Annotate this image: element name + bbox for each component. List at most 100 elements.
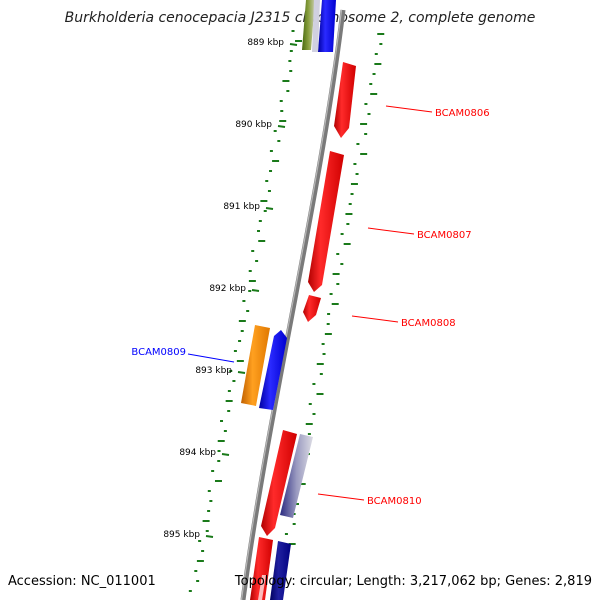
- gc-dot: [280, 110, 284, 112]
- gc-dot: [312, 383, 316, 385]
- gc-dot: [207, 490, 211, 492]
- gc-dot: [367, 113, 371, 115]
- gene-label-bcam0806[interactable]: BCAM0806: [435, 108, 490, 119]
- gc-dot: [217, 450, 221, 452]
- gc-dot: [263, 210, 267, 212]
- scale-tick-label: 890 kbp: [235, 120, 272, 130]
- gene-feature-orange[interactable]: [241, 325, 270, 406]
- gene-label-leader: [385, 105, 433, 113]
- gc-dot: [340, 233, 344, 235]
- scale-tick-label: 894 kbp: [179, 448, 216, 458]
- scale-tick-label: 891 kbp: [223, 202, 260, 212]
- gene-labels: BCAM0806 BCAM0807 BCAM0808 BCAM0809 BCAM0810: [131, 105, 490, 507]
- gc-dot: [267, 190, 271, 192]
- gc-dot: [279, 120, 287, 122]
- gc-dot: [258, 220, 262, 222]
- gene-bcam0810[interactable]: [280, 434, 313, 518]
- gc-dot: [295, 40, 303, 42]
- gc-dot: [356, 143, 360, 145]
- gene-feature-blue-top[interactable]: [318, 0, 336, 52]
- gc-dot: [308, 403, 312, 405]
- gene-bcam0806[interactable]: [334, 62, 356, 138]
- gc-dot: [340, 263, 344, 265]
- gene-feature-olive[interactable]: [302, 0, 315, 50]
- gc-dot: [329, 293, 333, 295]
- gc-dot: [350, 183, 358, 185]
- gc-content-track-inner: [188, 30, 303, 592]
- gene-bcam0809[interactable]: [259, 330, 287, 410]
- gc-dot: [291, 30, 295, 32]
- gc-dot: [223, 430, 227, 432]
- gc-dot: [194, 570, 198, 572]
- gc-dot: [348, 203, 352, 205]
- gc-dot: [196, 580, 200, 582]
- gc-dot: [322, 353, 326, 355]
- scale-tick-mark: [251, 289, 260, 292]
- gc-dot: [217, 440, 225, 442]
- gc-dot: [336, 253, 340, 255]
- gc-dot: [305, 423, 313, 425]
- scale-tick-label: 893 kbp: [195, 366, 232, 376]
- gc-dot: [331, 303, 339, 305]
- gc-dot: [198, 540, 202, 542]
- gc-dot: [265, 180, 269, 182]
- gc-dot: [292, 523, 296, 525]
- gene-label-bcam0807[interactable]: BCAM0807: [417, 230, 472, 241]
- gene-label-bcam0809[interactable]: BCAM0809: [131, 347, 186, 358]
- scale-ticks: 889 kbp 890 kbp 891 kbp 892 kbp 893 kbp 894 k…: [163, 38, 298, 540]
- gc-dot: [327, 313, 331, 315]
- gc-dot: [246, 310, 250, 312]
- map-title: Burkholderia cenocepacia J2315 chromosom…: [64, 10, 536, 26]
- gc-dot: [377, 33, 385, 35]
- gc-dot: [269, 150, 273, 152]
- gc-dot: [316, 363, 324, 365]
- gc-dot: [188, 590, 192, 592]
- scale-tick-mark: [265, 207, 274, 210]
- gc-dot: [242, 300, 246, 302]
- gc-dot: [374, 63, 382, 65]
- scale-tick-label: 889 kbp: [247, 38, 284, 48]
- gc-dot: [379, 43, 383, 45]
- gc-dot: [240, 330, 244, 332]
- gene-label-bcam0808[interactable]: BCAM0808: [401, 318, 456, 329]
- gc-dot: [248, 270, 252, 272]
- gc-dot: [236, 360, 244, 362]
- gene-feature-red-bottom[interactable]: [250, 537, 273, 600]
- gc-dot: [286, 90, 290, 92]
- gc-dot: [364, 133, 368, 135]
- gc-dot: [353, 163, 357, 165]
- gene-bcam0807[interactable]: [308, 151, 344, 292]
- gene-feature-navy-bottom[interactable]: [270, 541, 291, 600]
- gc-dot: [364, 103, 368, 105]
- gc-dot: [336, 283, 340, 285]
- gene-gap-highlight: [258, 575, 266, 600]
- gene-label-bcam0810[interactable]: BCAM0810: [367, 496, 422, 507]
- scale-tick-mark: [237, 371, 246, 374]
- gene-feature-red-lower[interactable]: [261, 430, 297, 536]
- gc-dot: [321, 343, 325, 345]
- gc-dot: [227, 390, 231, 392]
- scale-tick-label: 895 kbp: [163, 530, 200, 540]
- gene-label-leader: [367, 227, 415, 235]
- scale-tick-mark: [205, 535, 214, 538]
- gc-dot: [369, 83, 373, 85]
- gene-bcam0808[interactable]: [303, 295, 321, 322]
- gc-dot: [360, 123, 368, 125]
- scale-tick-mark: [289, 43, 298, 46]
- gc-dot: [345, 213, 353, 215]
- scale-tick-label: 892 kbp: [209, 284, 246, 294]
- gc-dot: [248, 290, 252, 292]
- gc-dot: [207, 510, 211, 512]
- gc-dot: [257, 230, 261, 232]
- gene-feature-grey-top[interactable]: [312, 0, 320, 52]
- gc-dot: [316, 393, 324, 395]
- gc-dot: [312, 413, 316, 415]
- gc-dot: [372, 73, 376, 75]
- backbone-highlight: [240, 9, 343, 600]
- gc-dot: [260, 200, 268, 202]
- scale-tick-mark: [221, 453, 230, 456]
- gc-dot: [288, 60, 292, 62]
- gc-dot: [238, 320, 246, 322]
